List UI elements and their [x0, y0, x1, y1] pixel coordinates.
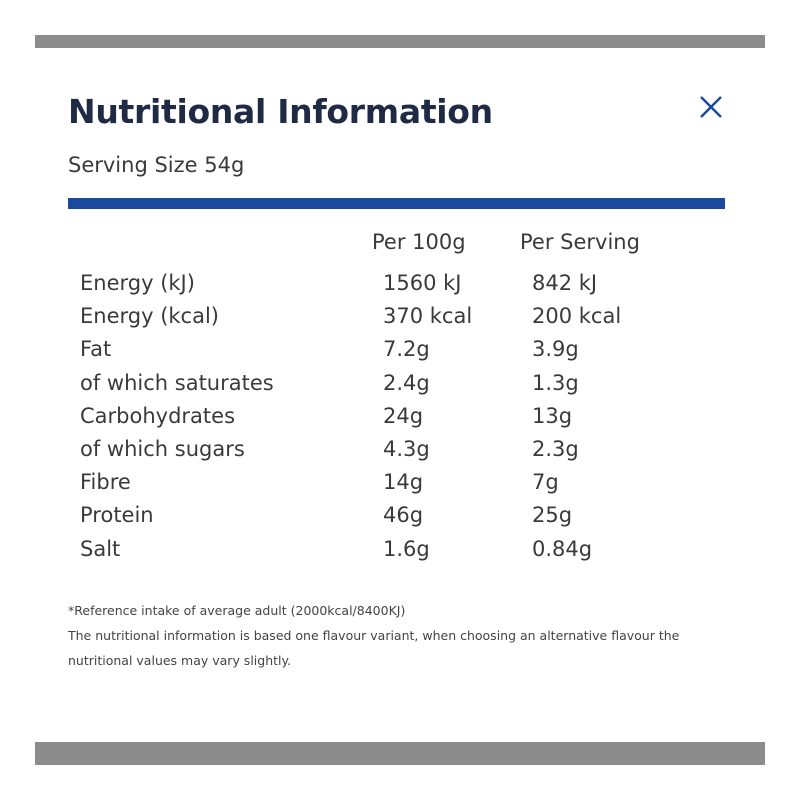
table-cell: 1.6g	[383, 536, 430, 561]
table-cell: 7.2g	[383, 337, 430, 362]
table-cell: 14g	[383, 470, 424, 495]
table-cell: Carbohydrates	[80, 403, 236, 428]
footnotes: *Reference intake of average adult (2000…	[68, 598, 728, 673]
table-row: Energy (kcal) 370 kcal 200 kcal	[0, 304, 800, 337]
footnote: *Reference intake of average adult (2000…	[68, 603, 406, 618]
table-cell: 25g	[532, 503, 573, 528]
table-cell: 1560 kJ	[383, 271, 462, 295]
table-cell: 13g	[532, 403, 573, 428]
top-bar	[35, 35, 765, 48]
subtitle: Serving Size 54g	[68, 153, 245, 177]
table-cell: Energy (kJ)	[80, 271, 195, 295]
table-cell: 0.84g	[532, 536, 593, 561]
table-row: Energy (kJ) 1560 kJ 842 kJ	[0, 271, 800, 304]
table-cell: of which saturates	[80, 370, 274, 395]
column-header: Per Serving	[520, 230, 640, 254]
table-row: Fat 7.2g 3.9g	[0, 337, 800, 370]
table-cell: Fat	[80, 337, 112, 362]
table-cell: 200 kcal	[532, 304, 622, 329]
table-cell: 24g	[383, 403, 424, 428]
close-icon	[700, 96, 722, 118]
table-cell: 2.4g	[383, 370, 430, 395]
table-cell: Fibre	[80, 470, 131, 495]
divider	[68, 198, 725, 209]
bottom-bar	[35, 742, 765, 765]
table-cell: 1.3g	[532, 370, 579, 395]
table-cell: Energy (kcal)	[80, 304, 219, 329]
footnote: The nutritional information is based one…	[68, 628, 680, 668]
table-cell: 2.3g	[532, 437, 579, 461]
table-cell: 370 kcal	[383, 304, 473, 329]
title: Nutritional Information	[68, 92, 493, 131]
table-cell: 46g	[383, 503, 424, 528]
table-cell: 842 kJ	[532, 271, 598, 295]
table-cell: Salt	[80, 536, 121, 561]
table-cell: of which sugars	[80, 437, 245, 461]
table-row: Carbohydrates 24g 13g	[0, 404, 800, 437]
table-row: of which sugars 4.3g 2.3g	[0, 437, 800, 470]
table-row: Protein 46g 25g	[0, 503, 800, 536]
table-cell: 3.9g	[532, 337, 579, 362]
table-cell: 4.3g	[383, 437, 430, 461]
header-row: Per 100g Per Serving	[0, 230, 800, 263]
table-cell: Protein	[80, 503, 154, 528]
table-row: Fibre 14g 7g	[0, 470, 800, 503]
column-header: Per 100g	[372, 230, 466, 254]
table-row: Salt 1.6g 0.84g	[0, 537, 800, 570]
close-button[interactable]	[698, 94, 724, 120]
table-cell: 7g	[532, 470, 559, 495]
table-row: of which saturates 2.4g 1.3g	[0, 371, 800, 404]
